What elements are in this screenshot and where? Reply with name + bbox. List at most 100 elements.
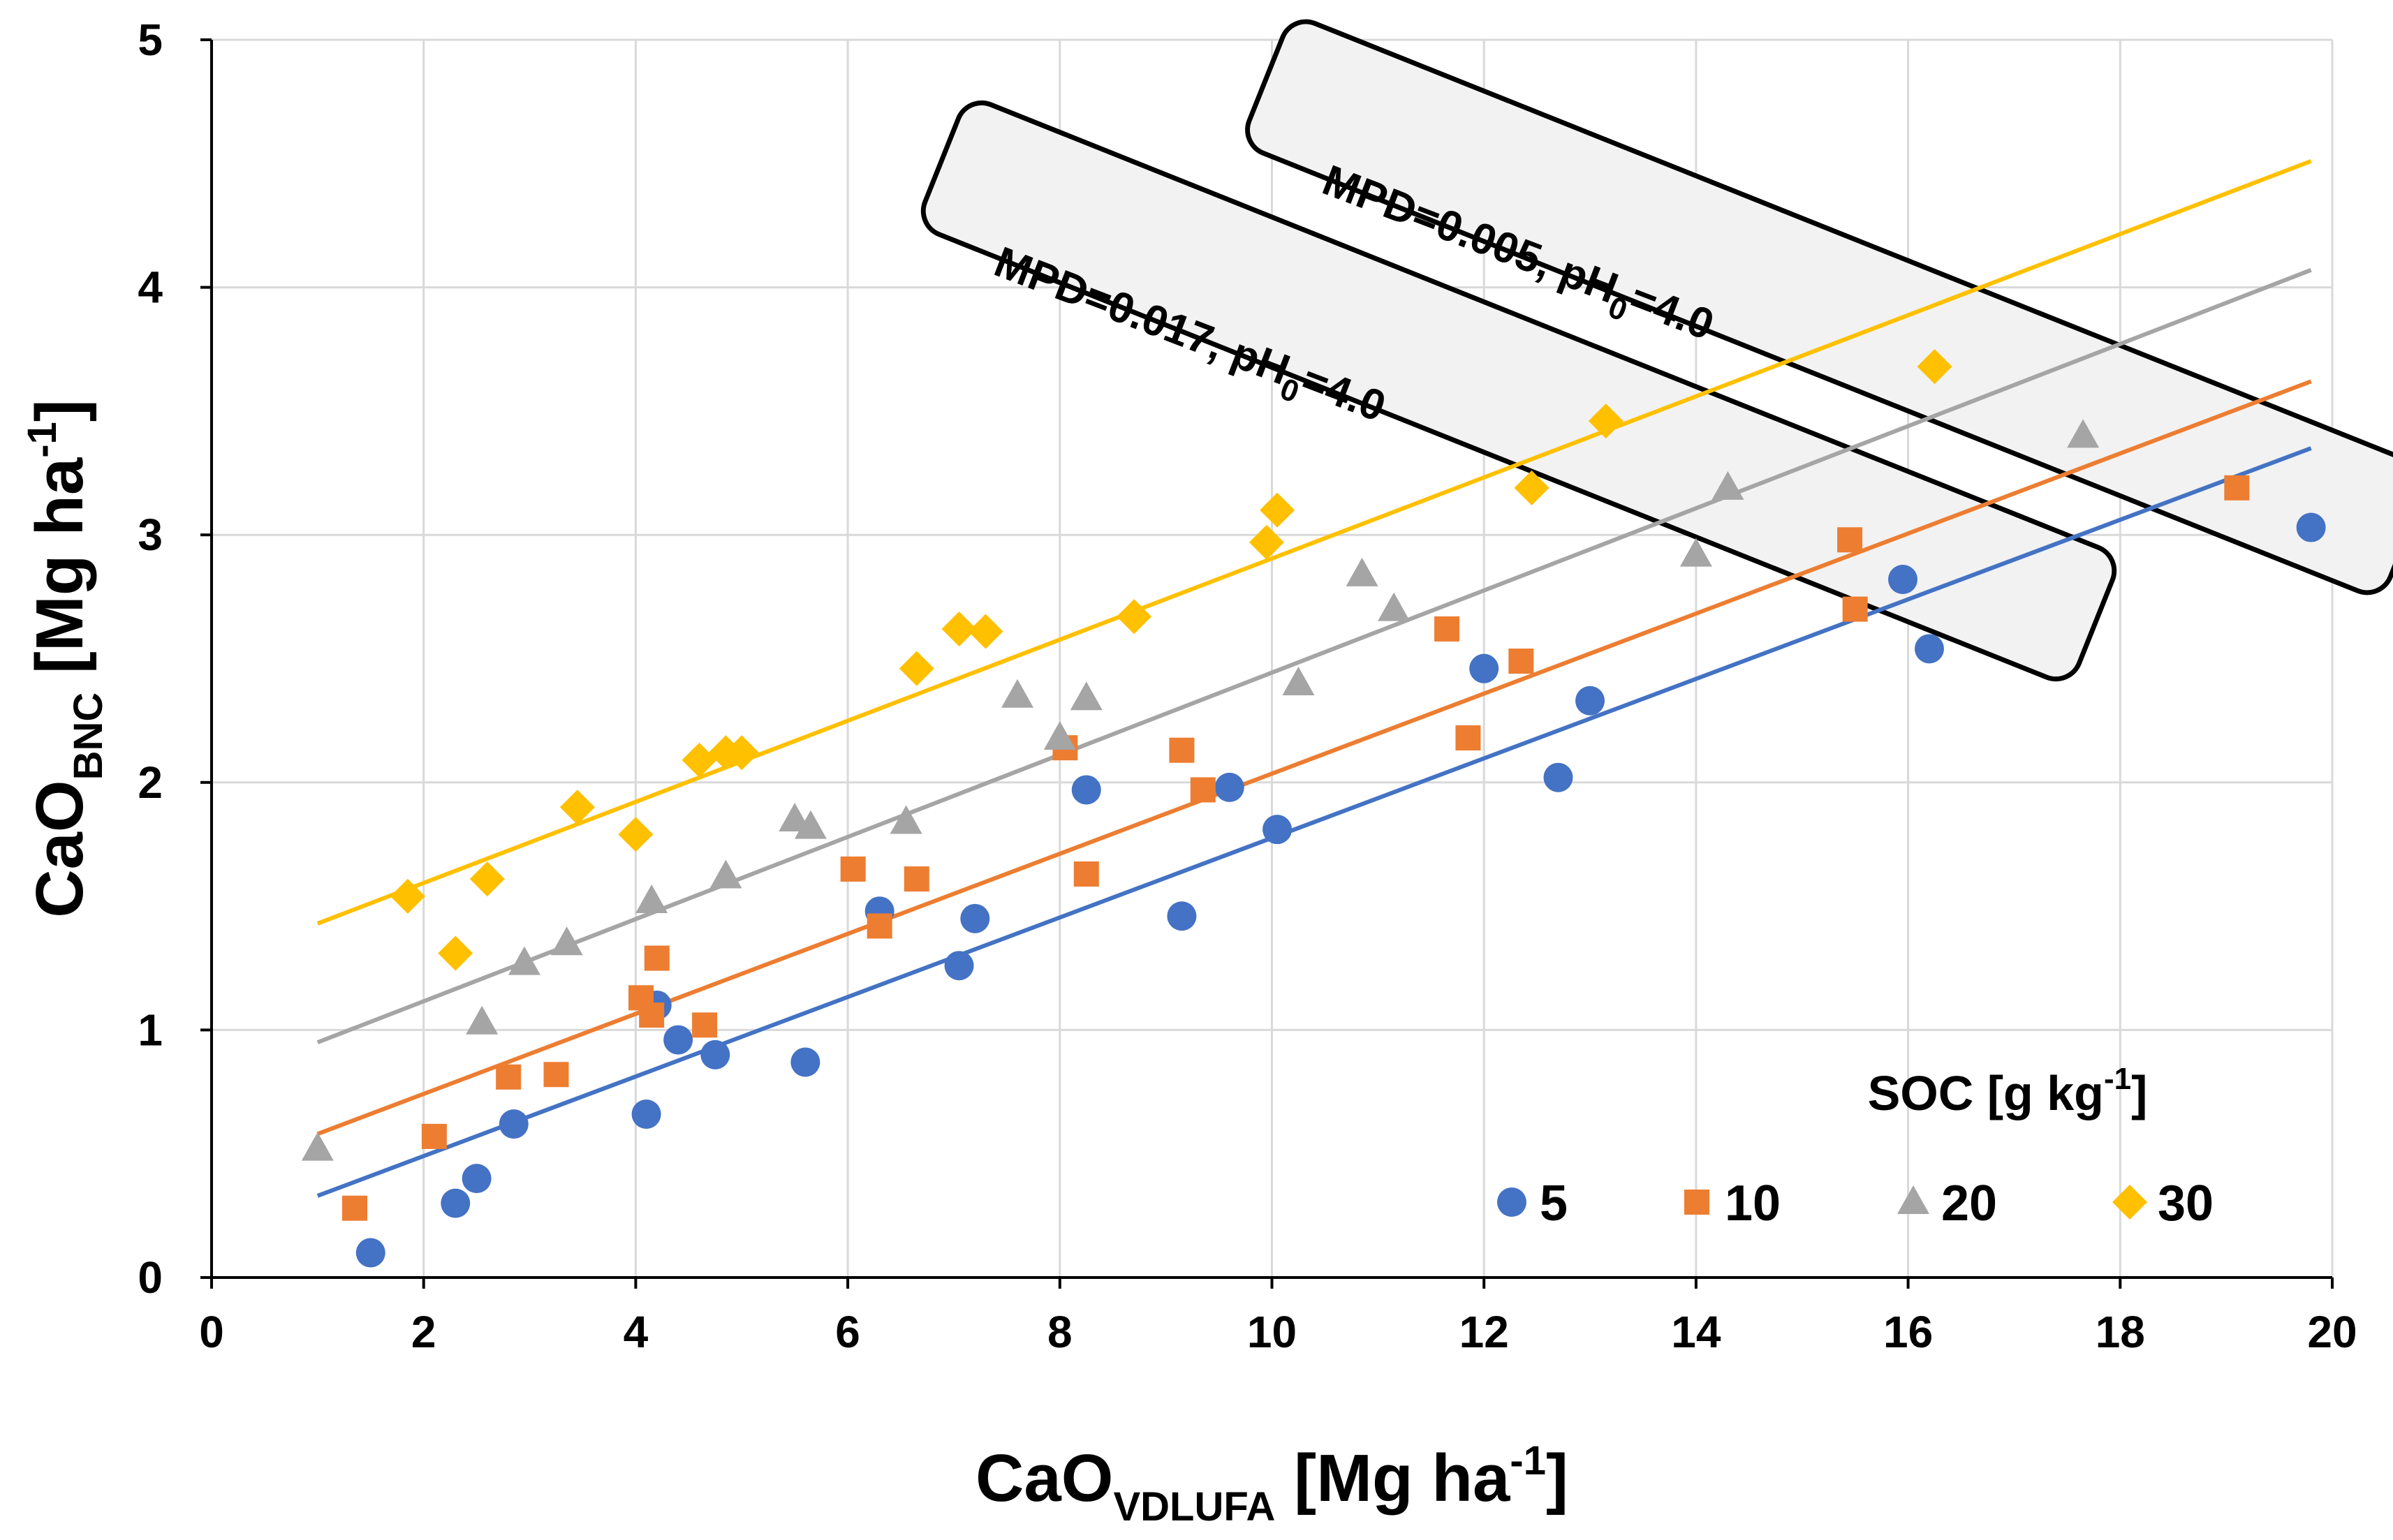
legend-title: SOC [g kg-1]: [1868, 1062, 2148, 1120]
data-point-soc-30: [1514, 470, 1549, 505]
annotation-box: [920, 100, 2117, 682]
x-tick-label: 8: [1047, 1307, 1073, 1357]
data-point-soc-30: [724, 735, 760, 771]
data-point-soc-5: [960, 903, 990, 933]
x-axis-title-sup: -1: [1510, 1438, 1546, 1483]
y-tick-label: 2: [138, 757, 163, 808]
legend-label-soc-30: 30: [2158, 1176, 2214, 1231]
data-point-soc-30: [559, 790, 595, 825]
x-tick-label: 6: [835, 1307, 860, 1357]
data-point-soc-20: [635, 884, 668, 914]
data-point-soc-20: [1378, 592, 1411, 621]
data-point-soc-5: [355, 1238, 385, 1268]
x-axis-title: CaOVDLUFA [Mg ha-1]: [975, 1438, 1568, 1530]
legend-title-main: SOC [g kg: [1868, 1066, 2104, 1120]
data-point-soc-10: [1073, 861, 1099, 887]
legend-marker-soc-20: [1897, 1185, 1929, 1214]
data-point-soc-5: [1469, 653, 1499, 683]
x-tick-label: 4: [624, 1307, 649, 1357]
y-tick-label: 1: [138, 1005, 163, 1055]
data-point-soc-10: [2224, 475, 2250, 501]
x-axis-title-sub: VDLUFA: [1113, 1484, 1275, 1530]
data-point-soc-10: [867, 913, 892, 939]
data-point-soc-10: [1842, 596, 1868, 622]
data-point-soc-5: [663, 1025, 693, 1055]
data-point-soc-5: [944, 951, 974, 981]
data-point-soc-20: [709, 859, 742, 889]
data-point-soc-30: [618, 817, 654, 852]
y-axis-title-sub: BNC: [66, 693, 111, 780]
legend-title-close: ]: [2131, 1066, 2147, 1120]
data-point-soc-20: [1070, 681, 1103, 711]
legend: SOC [g kg-1] 5 10 20 30: [1497, 1062, 2214, 1231]
x-tick-label: 10: [1247, 1307, 1297, 1357]
data-point-soc-20: [890, 805, 922, 834]
data-points: [301, 349, 2326, 1268]
data-point-soc-5: [1214, 772, 1244, 802]
data-point-soc-10: [543, 1062, 569, 1088]
legend-marker-soc-10: [1684, 1190, 1709, 1215]
data-point-soc-20: [794, 810, 827, 839]
data-point-soc-30: [941, 611, 977, 646]
y-axis-title: CaOBNC [Mg ha-1]: [20, 399, 111, 918]
data-point-soc-10: [1508, 649, 1534, 674]
data-point-soc-5: [499, 1109, 529, 1139]
trend-line-soc-10: [316, 379, 2312, 1137]
x-axis-title-unit: [Mg ha: [1275, 1441, 1510, 1516]
data-point-soc-20: [2067, 419, 2100, 448]
y-tick-label: 4: [138, 262, 163, 313]
data-point-soc-30: [1249, 524, 1284, 560]
data-point-soc-5: [631, 1099, 661, 1129]
data-point-soc-10: [1190, 777, 1216, 803]
data-point-soc-10: [341, 1195, 367, 1221]
y-axis-title-unit: [Mg ha: [22, 457, 97, 693]
trend-line-soc-30: [316, 158, 2312, 926]
data-point-soc-20: [1282, 666, 1315, 695]
data-point-soc-30: [1917, 349, 1952, 385]
data-point-soc-5: [700, 1039, 730, 1069]
data-point-soc-30: [469, 861, 505, 897]
x-tick-label: 0: [199, 1307, 224, 1357]
data-point-soc-20: [1001, 679, 1034, 708]
legend-marker-soc-30: [2112, 1185, 2147, 1220]
data-point-soc-5: [2296, 512, 2326, 542]
data-point-soc-10: [1434, 616, 1460, 642]
y-tick-label: 5: [138, 15, 163, 65]
x-tick-label: 2: [411, 1307, 436, 1357]
data-point-soc-30: [682, 742, 717, 778]
data-point-soc-10: [644, 945, 670, 971]
data-point-soc-5: [1888, 565, 1918, 595]
annotation-frame: [920, 100, 2117, 682]
x-tick-label: 16: [1883, 1307, 1933, 1357]
data-point-soc-10: [496, 1064, 522, 1090]
data-point-soc-30: [899, 651, 934, 686]
x-axis-title-main: CaO: [975, 1441, 1113, 1516]
x-tick-label: 14: [1671, 1307, 1721, 1357]
x-tick-label: 18: [2096, 1307, 2145, 1357]
legend-label-soc-10: 10: [1725, 1176, 1781, 1231]
data-point-soc-5: [1914, 634, 1944, 664]
data-point-soc-10: [421, 1123, 447, 1149]
y-tick-label: 3: [138, 510, 163, 560]
legend-marker-soc-5: [1497, 1187, 1526, 1217]
data-point-soc-5: [1575, 686, 1605, 716]
data-point-soc-30: [390, 878, 425, 914]
data-point-soc-5: [790, 1047, 820, 1077]
data-point-soc-20: [550, 926, 583, 956]
data-point-soc-10: [1837, 527, 1863, 553]
data-point-soc-20: [508, 946, 540, 975]
x-axis-title-close: ]: [1546, 1441, 1568, 1516]
y-tick-label: 0: [138, 1252, 163, 1303]
trend-line-soc-20: [316, 267, 2312, 1044]
data-point-soc-5: [1071, 775, 1101, 805]
y-axis-title-sup: -1: [20, 422, 65, 458]
data-point-soc-10: [692, 1012, 718, 1038]
data-point-soc-30: [968, 614, 1003, 649]
data-point-soc-20: [1711, 471, 1744, 500]
data-point-soc-30: [438, 935, 473, 971]
data-point-soc-20: [1679, 538, 1712, 567]
